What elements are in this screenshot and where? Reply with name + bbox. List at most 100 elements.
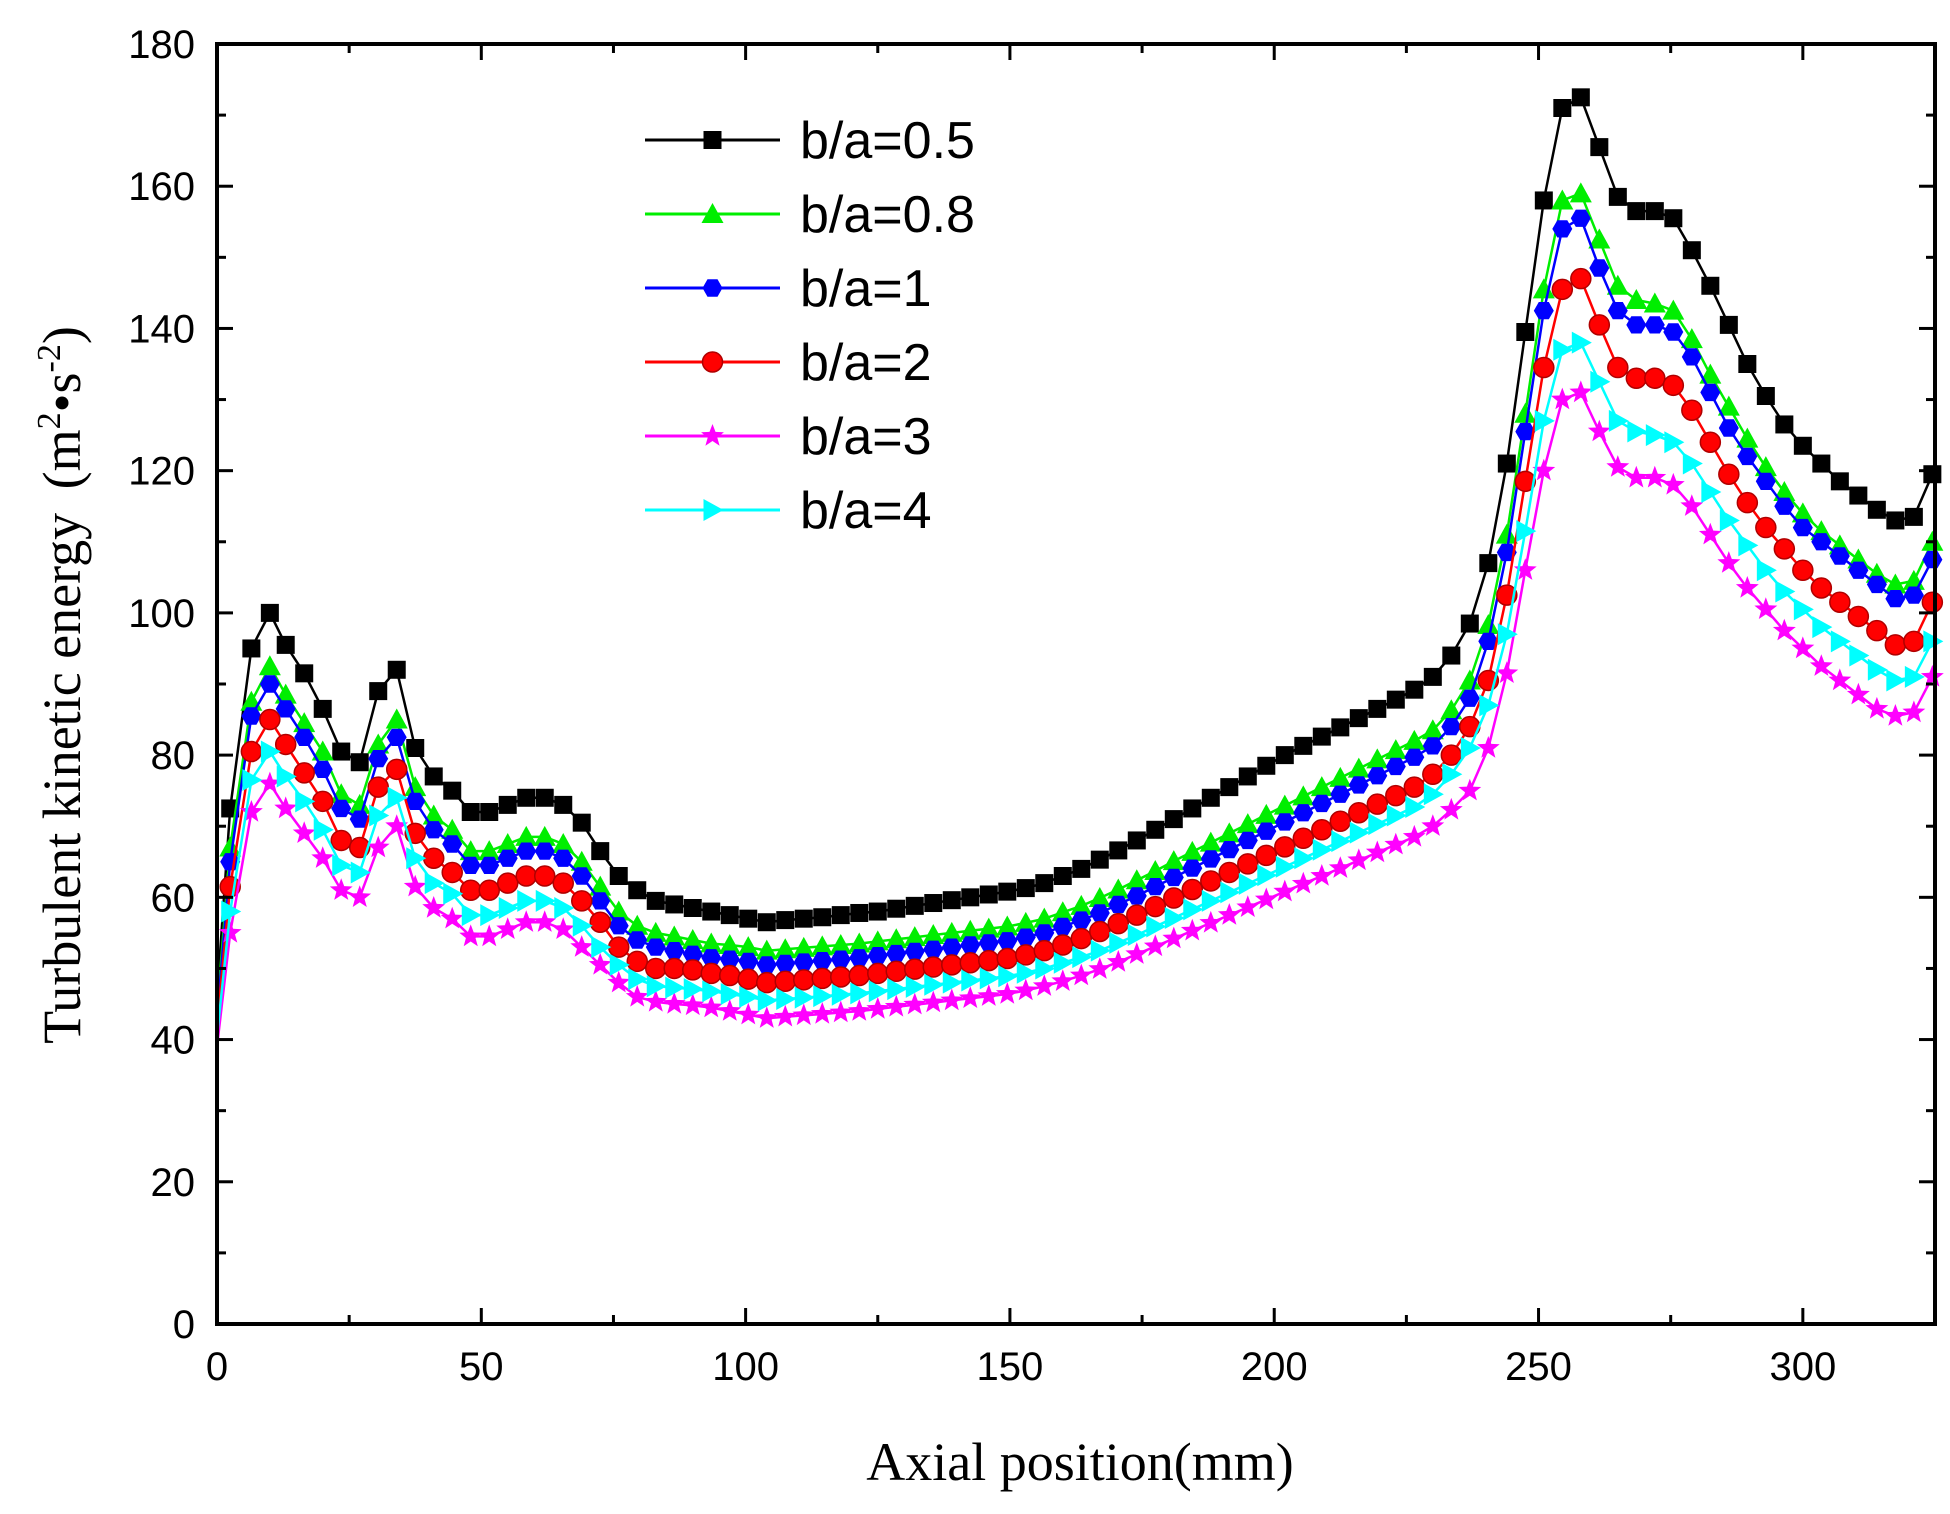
- data-point: [736, 1002, 760, 1025]
- data-point: [1089, 920, 1111, 943]
- data-point: [773, 1004, 797, 1027]
- data-point: [1754, 597, 1778, 619]
- data-point: [868, 980, 889, 1003]
- data-point: [829, 1000, 853, 1023]
- data-point: [1368, 813, 1389, 836]
- data-point: [905, 975, 926, 998]
- data-point: [1422, 737, 1443, 755]
- data-point: [478, 840, 501, 861]
- data-point: [350, 753, 369, 772]
- legend-marker: [703, 131, 722, 149]
- data-point: [589, 875, 612, 896]
- data-point: [810, 1002, 834, 1024]
- data-point: [903, 926, 926, 947]
- data-point: [1143, 934, 1167, 957]
- data-point: [515, 825, 538, 846]
- data-point: [1257, 756, 1276, 775]
- data-point: [1571, 88, 1590, 107]
- data-point: [1680, 494, 1704, 516]
- data-point: [1478, 632, 1499, 650]
- data-point: [1014, 911, 1037, 932]
- data-point: [1681, 348, 1702, 366]
- data-point: [1534, 191, 1553, 210]
- data-point: [1625, 367, 1648, 389]
- data-point: [1738, 355, 1757, 373]
- data-point: [756, 971, 778, 994]
- data-point: [570, 935, 594, 957]
- data-point: [921, 990, 945, 1013]
- data-point: [884, 994, 908, 1017]
- data-point: [1385, 784, 1407, 807]
- data-point: [498, 897, 519, 919]
- data-point: [1553, 338, 1574, 361]
- data-point: [1273, 794, 1296, 815]
- data-point: [258, 771, 282, 794]
- data-point: [1441, 718, 1462, 736]
- data-point: [461, 803, 480, 821]
- data-point: [311, 790, 334, 813]
- y-axis-unit-close: ): [32, 326, 92, 344]
- data-point: [737, 936, 760, 957]
- data-point: [480, 803, 499, 821]
- data-point: [242, 769, 263, 791]
- x-tick-label: 150: [977, 1345, 1044, 1389]
- series-line: [215, 95, 1934, 997]
- data-point: [1384, 739, 1407, 760]
- data-point: [480, 904, 501, 927]
- data-point: [1421, 814, 1445, 836]
- data-point: [1145, 878, 1166, 896]
- data-point: [1903, 630, 1925, 653]
- data-point: [1368, 699, 1387, 718]
- data-point: [1569, 182, 1592, 203]
- data-point: [1608, 409, 1629, 432]
- data-point: [609, 953, 630, 976]
- data-point: [1533, 302, 1554, 320]
- data-point: [1236, 895, 1260, 917]
- data-point: [1588, 314, 1611, 336]
- data-point: [905, 896, 924, 915]
- data-point: [1516, 520, 1537, 543]
- data-point: [1570, 209, 1591, 227]
- data-point: [1201, 788, 1220, 807]
- series-layer: [215, 88, 1944, 1047]
- data-point: [1682, 241, 1701, 260]
- data-point: [1294, 736, 1313, 755]
- x-tick-label: 250: [1505, 1345, 1572, 1389]
- data-point: [295, 664, 314, 683]
- data-point: [1015, 928, 1036, 946]
- data-point: [829, 933, 852, 954]
- data-point: [701, 949, 722, 967]
- data-point: [496, 833, 519, 853]
- data-point: [405, 792, 426, 810]
- data-point: [1405, 680, 1424, 699]
- data-point: [794, 986, 815, 1009]
- data-point: [1476, 736, 1500, 758]
- data-point: [1479, 694, 1500, 717]
- data-point: [1883, 704, 1907, 726]
- data-point: [589, 911, 611, 933]
- data-point: [443, 882, 464, 905]
- data-point: [1292, 785, 1315, 806]
- data-point: [441, 861, 463, 884]
- data-point: [683, 899, 702, 917]
- data-point: [1310, 776, 1333, 797]
- data-point: [1386, 690, 1405, 709]
- y-axis-title: Turbulent kinetic energy (m2•s-2): [31, 326, 92, 1044]
- data-point: [1275, 746, 1294, 765]
- data-point: [1810, 577, 1833, 599]
- data-point: [276, 765, 297, 788]
- data-point: [477, 924, 501, 947]
- data-point: [1144, 895, 1167, 918]
- data-point: [1106, 950, 1130, 972]
- data-point: [1515, 422, 1536, 441]
- data-point: [1310, 864, 1334, 886]
- data-point: [923, 940, 944, 958]
- data-point: [1312, 838, 1333, 861]
- data-point: [1624, 465, 1648, 488]
- data-point: [1069, 963, 1093, 986]
- data-point: [718, 933, 741, 954]
- data-point: [1791, 636, 1815, 659]
- data-point: [998, 882, 1017, 901]
- data-point: [941, 938, 962, 956]
- data-point: [1644, 316, 1665, 334]
